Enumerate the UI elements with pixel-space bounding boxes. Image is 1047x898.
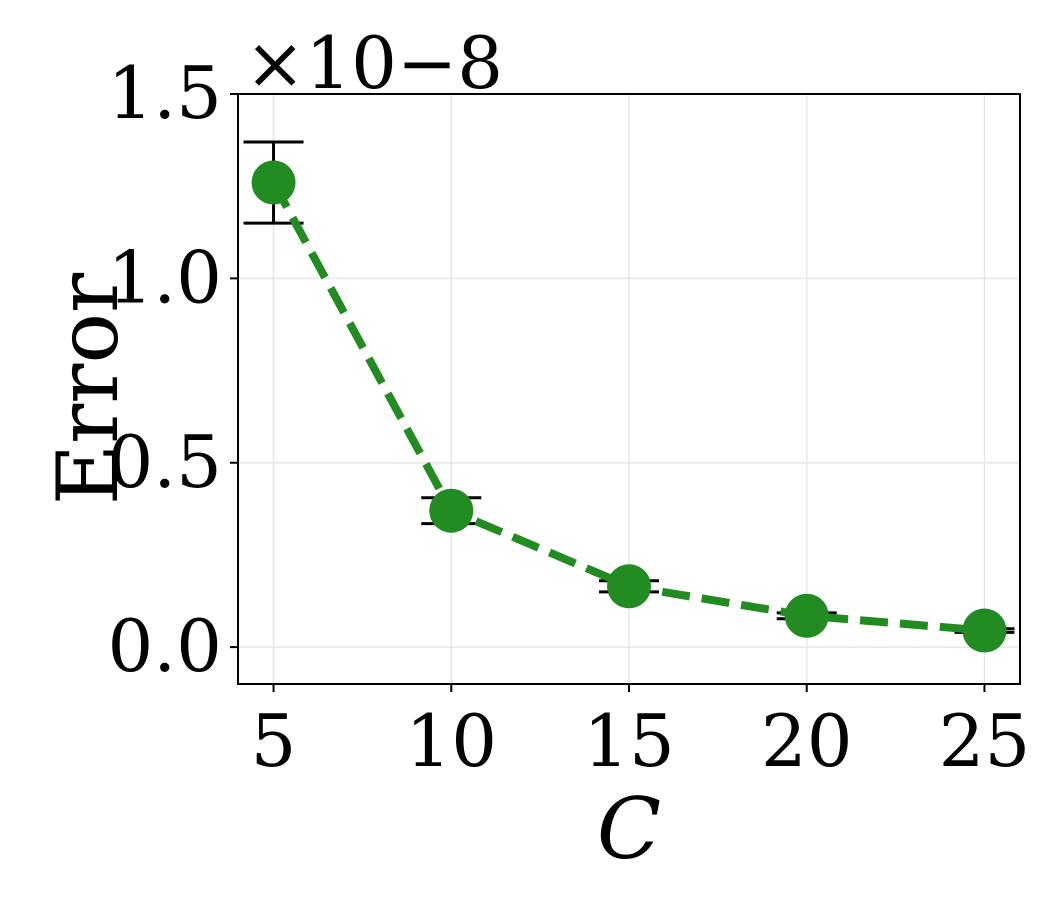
y-tick-label: 1.5 bbox=[107, 51, 222, 135]
ticks: 5 10 15 20 25 0.0 0.5 1.0 1.5 bbox=[107, 51, 1030, 783]
series bbox=[243, 140, 1015, 653]
y-axis-label: Error bbox=[39, 272, 137, 505]
x-tick-label: 15 bbox=[583, 699, 675, 783]
x-tick-label: 5 bbox=[251, 699, 297, 783]
x-axis-label: C bbox=[597, 780, 661, 878]
y-tick-label: 0.5 bbox=[107, 420, 222, 504]
data-point bbox=[607, 564, 651, 609]
scale-multiplier-label: ×10−8 bbox=[245, 21, 503, 105]
y-tick-label: 0.0 bbox=[107, 604, 222, 688]
x-tick-label: 25 bbox=[939, 699, 1031, 783]
data-point bbox=[962, 608, 1007, 653]
x-tick-label: 20 bbox=[761, 699, 853, 783]
data-point bbox=[429, 488, 474, 533]
data-point bbox=[784, 593, 829, 638]
y-tick-label: 1.0 bbox=[107, 235, 222, 319]
data-point bbox=[251, 160, 296, 205]
x-tick-label: 10 bbox=[405, 699, 497, 783]
